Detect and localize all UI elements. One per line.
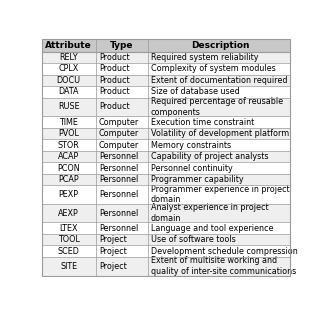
Text: Complexity of system modules: Complexity of system modules bbox=[151, 64, 276, 73]
Text: PEXP: PEXP bbox=[59, 190, 79, 199]
Text: DOCU: DOCU bbox=[57, 76, 81, 85]
Text: Project: Project bbox=[99, 262, 126, 271]
Text: RUSE: RUSE bbox=[58, 102, 80, 111]
Text: PCAP: PCAP bbox=[58, 175, 79, 184]
Text: Use of software tools: Use of software tools bbox=[151, 235, 236, 244]
Bar bbox=[42, 257, 290, 276]
Bar bbox=[42, 185, 290, 204]
Text: Type: Type bbox=[110, 41, 134, 49]
Bar bbox=[42, 116, 290, 128]
Text: Programmer experience in project
domain: Programmer experience in project domain bbox=[151, 185, 290, 204]
Text: Language and tool experience: Language and tool experience bbox=[151, 224, 273, 233]
Text: Execution time constraint: Execution time constraint bbox=[151, 118, 254, 127]
Text: ACAP: ACAP bbox=[58, 152, 79, 161]
Text: Product: Product bbox=[99, 64, 129, 73]
Text: CPLX: CPLX bbox=[59, 64, 79, 73]
Text: PCON: PCON bbox=[57, 164, 80, 173]
Bar bbox=[42, 52, 290, 63]
Text: PVOL: PVOL bbox=[58, 129, 79, 138]
Text: Development schedule compression: Development schedule compression bbox=[151, 247, 298, 256]
Text: Personnel: Personnel bbox=[99, 164, 138, 173]
Text: Personnel: Personnel bbox=[99, 152, 138, 161]
Text: Extent of documentation required: Extent of documentation required bbox=[151, 76, 287, 85]
Text: Size of database used: Size of database used bbox=[151, 87, 240, 96]
Text: Product: Product bbox=[99, 102, 129, 111]
Text: Personnel: Personnel bbox=[99, 209, 138, 218]
Text: Personnel: Personnel bbox=[99, 224, 138, 233]
Text: Extent of multisite working and
quality of inter-site communications: Extent of multisite working and quality … bbox=[151, 256, 296, 276]
Text: Programmer capability: Programmer capability bbox=[151, 175, 244, 184]
Bar bbox=[42, 75, 290, 86]
Text: Memory constraints: Memory constraints bbox=[151, 141, 231, 150]
Bar bbox=[42, 204, 290, 222]
Bar bbox=[42, 222, 290, 234]
Bar bbox=[42, 234, 290, 245]
Text: LTEX: LTEX bbox=[60, 224, 78, 233]
Text: Computer: Computer bbox=[99, 141, 139, 150]
Bar bbox=[42, 174, 290, 185]
Text: Project: Project bbox=[99, 235, 126, 244]
Text: Project: Project bbox=[99, 247, 126, 256]
Text: Personnel continuity: Personnel continuity bbox=[151, 164, 233, 173]
Bar bbox=[42, 98, 290, 116]
Text: SCED: SCED bbox=[58, 247, 80, 256]
Text: Personnel: Personnel bbox=[99, 190, 138, 199]
Text: STOR: STOR bbox=[58, 141, 80, 150]
Text: Computer: Computer bbox=[99, 129, 139, 138]
Bar bbox=[42, 39, 290, 52]
Bar bbox=[42, 86, 290, 98]
Text: Required percentage of reusable
components: Required percentage of reusable componen… bbox=[151, 97, 283, 117]
Text: Computer: Computer bbox=[99, 118, 139, 127]
Text: TOOL: TOOL bbox=[58, 235, 80, 244]
Text: Description: Description bbox=[191, 41, 250, 49]
Text: Personnel: Personnel bbox=[99, 175, 138, 184]
Text: AEXP: AEXP bbox=[58, 209, 79, 218]
Text: DATA: DATA bbox=[59, 87, 79, 96]
Bar bbox=[42, 63, 290, 75]
Bar bbox=[42, 162, 290, 174]
Text: Volatility of development platform: Volatility of development platform bbox=[151, 129, 289, 138]
Text: Product: Product bbox=[99, 87, 129, 96]
Text: TIME: TIME bbox=[59, 118, 78, 127]
Text: Required system reliability: Required system reliability bbox=[151, 53, 259, 62]
Text: Product: Product bbox=[99, 53, 129, 62]
Text: RELY: RELY bbox=[59, 53, 78, 62]
Text: Attribute: Attribute bbox=[45, 41, 92, 49]
Bar bbox=[42, 151, 290, 162]
Text: Product: Product bbox=[99, 76, 129, 85]
Text: SITE: SITE bbox=[60, 262, 77, 271]
Text: Analyst experience in project
domain: Analyst experience in project domain bbox=[151, 203, 269, 223]
Text: Capability of project analysts: Capability of project analysts bbox=[151, 152, 269, 161]
Bar bbox=[42, 245, 290, 257]
Bar bbox=[42, 128, 290, 139]
Bar bbox=[42, 139, 290, 151]
